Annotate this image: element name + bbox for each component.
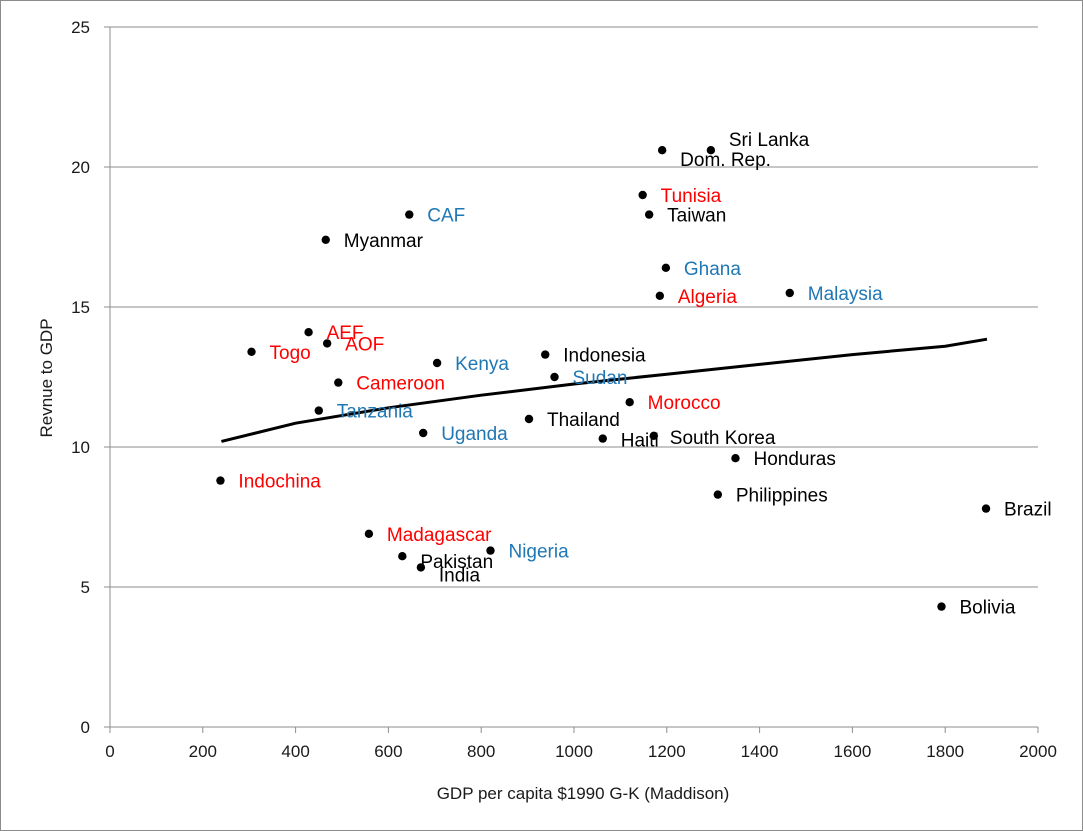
x-tick-label: 1600 xyxy=(833,742,871,761)
point-label: India xyxy=(439,565,481,586)
data-point xyxy=(216,476,225,485)
x-tick-label: 200 xyxy=(189,742,217,761)
point-label: Morocco xyxy=(648,393,721,414)
data-point xyxy=(314,406,323,415)
point-label: Cameroon xyxy=(356,374,445,395)
point-label: CAF xyxy=(427,206,465,227)
x-tick-label: 0 xyxy=(105,742,114,761)
data-point xyxy=(304,328,313,337)
gridlines xyxy=(110,26,1038,588)
data-point xyxy=(649,431,659,440)
data-point xyxy=(541,350,550,359)
point-label: Philippines xyxy=(736,486,828,507)
x-tick-label: 400 xyxy=(281,742,309,761)
y-axis-title: Revnue to GDP xyxy=(37,318,56,437)
data-point xyxy=(405,210,414,219)
point-label: Haiti xyxy=(621,431,659,452)
data-point xyxy=(644,210,654,219)
point-label: Sudan xyxy=(573,368,628,389)
x-tick-labels: 0 200 400 600 800 1000 1200 1400 1600 1800 2000 xyxy=(105,727,1057,761)
point-label: Honduras xyxy=(753,449,835,470)
point-label: Malaysia xyxy=(808,284,883,305)
point-label: Indochina xyxy=(238,472,321,493)
point-label: Pakistan xyxy=(420,552,493,573)
data-point xyxy=(364,529,374,538)
point-label: Kenya xyxy=(455,354,509,375)
y-tick-label: 20 xyxy=(71,158,90,177)
x-tick-label: 1200 xyxy=(648,742,686,761)
y-tick-label: 0 xyxy=(81,718,90,737)
data-point xyxy=(638,190,647,200)
point-label: Madagascar xyxy=(387,525,492,546)
point-label: Indonesia xyxy=(563,346,646,367)
point-label: AOF xyxy=(345,334,384,355)
data-point xyxy=(419,428,428,438)
point-label: Nigeria xyxy=(508,542,569,563)
trendline xyxy=(221,337,988,443)
point-label: Taiwan xyxy=(667,206,726,227)
data-point xyxy=(398,552,407,561)
point-label: Myanmar xyxy=(344,231,424,252)
data-point xyxy=(706,146,716,155)
data-point xyxy=(785,288,794,298)
point-label: AEF xyxy=(327,323,364,344)
x-tick-label: 2000 xyxy=(1019,742,1057,761)
point-label: Brazil xyxy=(1004,500,1052,521)
point-label: Togo xyxy=(270,343,311,364)
data-point xyxy=(731,454,740,463)
point-label: Bolivia xyxy=(959,598,1015,619)
data-point xyxy=(524,414,534,424)
data-point xyxy=(598,434,607,443)
point-label: Sri Lanka xyxy=(729,130,810,151)
y-tick-label: 15 xyxy=(71,298,90,317)
point-label: Ghana xyxy=(684,259,741,280)
point-label: Thailand xyxy=(547,410,620,431)
data-point xyxy=(321,235,330,244)
data-point xyxy=(486,546,495,555)
point-label: Uganda xyxy=(441,424,508,445)
y-tick-labels: 0 5 10 15 20 25 xyxy=(71,18,110,737)
data-point xyxy=(713,490,723,499)
data-points xyxy=(216,146,991,611)
y-tick-label: 25 xyxy=(71,18,90,37)
data-point xyxy=(322,339,332,348)
y-tick-label: 5 xyxy=(81,578,90,597)
data-point xyxy=(657,146,667,155)
data-point xyxy=(655,291,665,300)
data-point xyxy=(550,372,559,382)
x-tick-label: 600 xyxy=(374,742,402,761)
data-point xyxy=(937,602,946,611)
x-tick-label: 1400 xyxy=(741,742,779,761)
data-point xyxy=(625,398,634,407)
data-point xyxy=(432,358,442,368)
x-tick-label: 1000 xyxy=(555,742,593,761)
data-point xyxy=(334,378,343,387)
point-label: Tunisia xyxy=(661,186,722,207)
data-point xyxy=(981,504,991,513)
point-label: Tanzania xyxy=(337,402,413,423)
x-tick-label: 800 xyxy=(467,742,495,761)
x-axis-title: GDP per capita $1990 G-K (Maddison) xyxy=(437,784,730,803)
point-label: Dom. Rep. xyxy=(680,150,771,171)
point-label: South Korea xyxy=(670,428,776,449)
data-point xyxy=(661,263,671,272)
point-label: Algeria xyxy=(678,287,738,308)
x-tick-label: 1800 xyxy=(926,742,964,761)
data-point xyxy=(247,347,256,356)
y-tick-label: 10 xyxy=(71,438,90,457)
data-point xyxy=(416,563,426,572)
